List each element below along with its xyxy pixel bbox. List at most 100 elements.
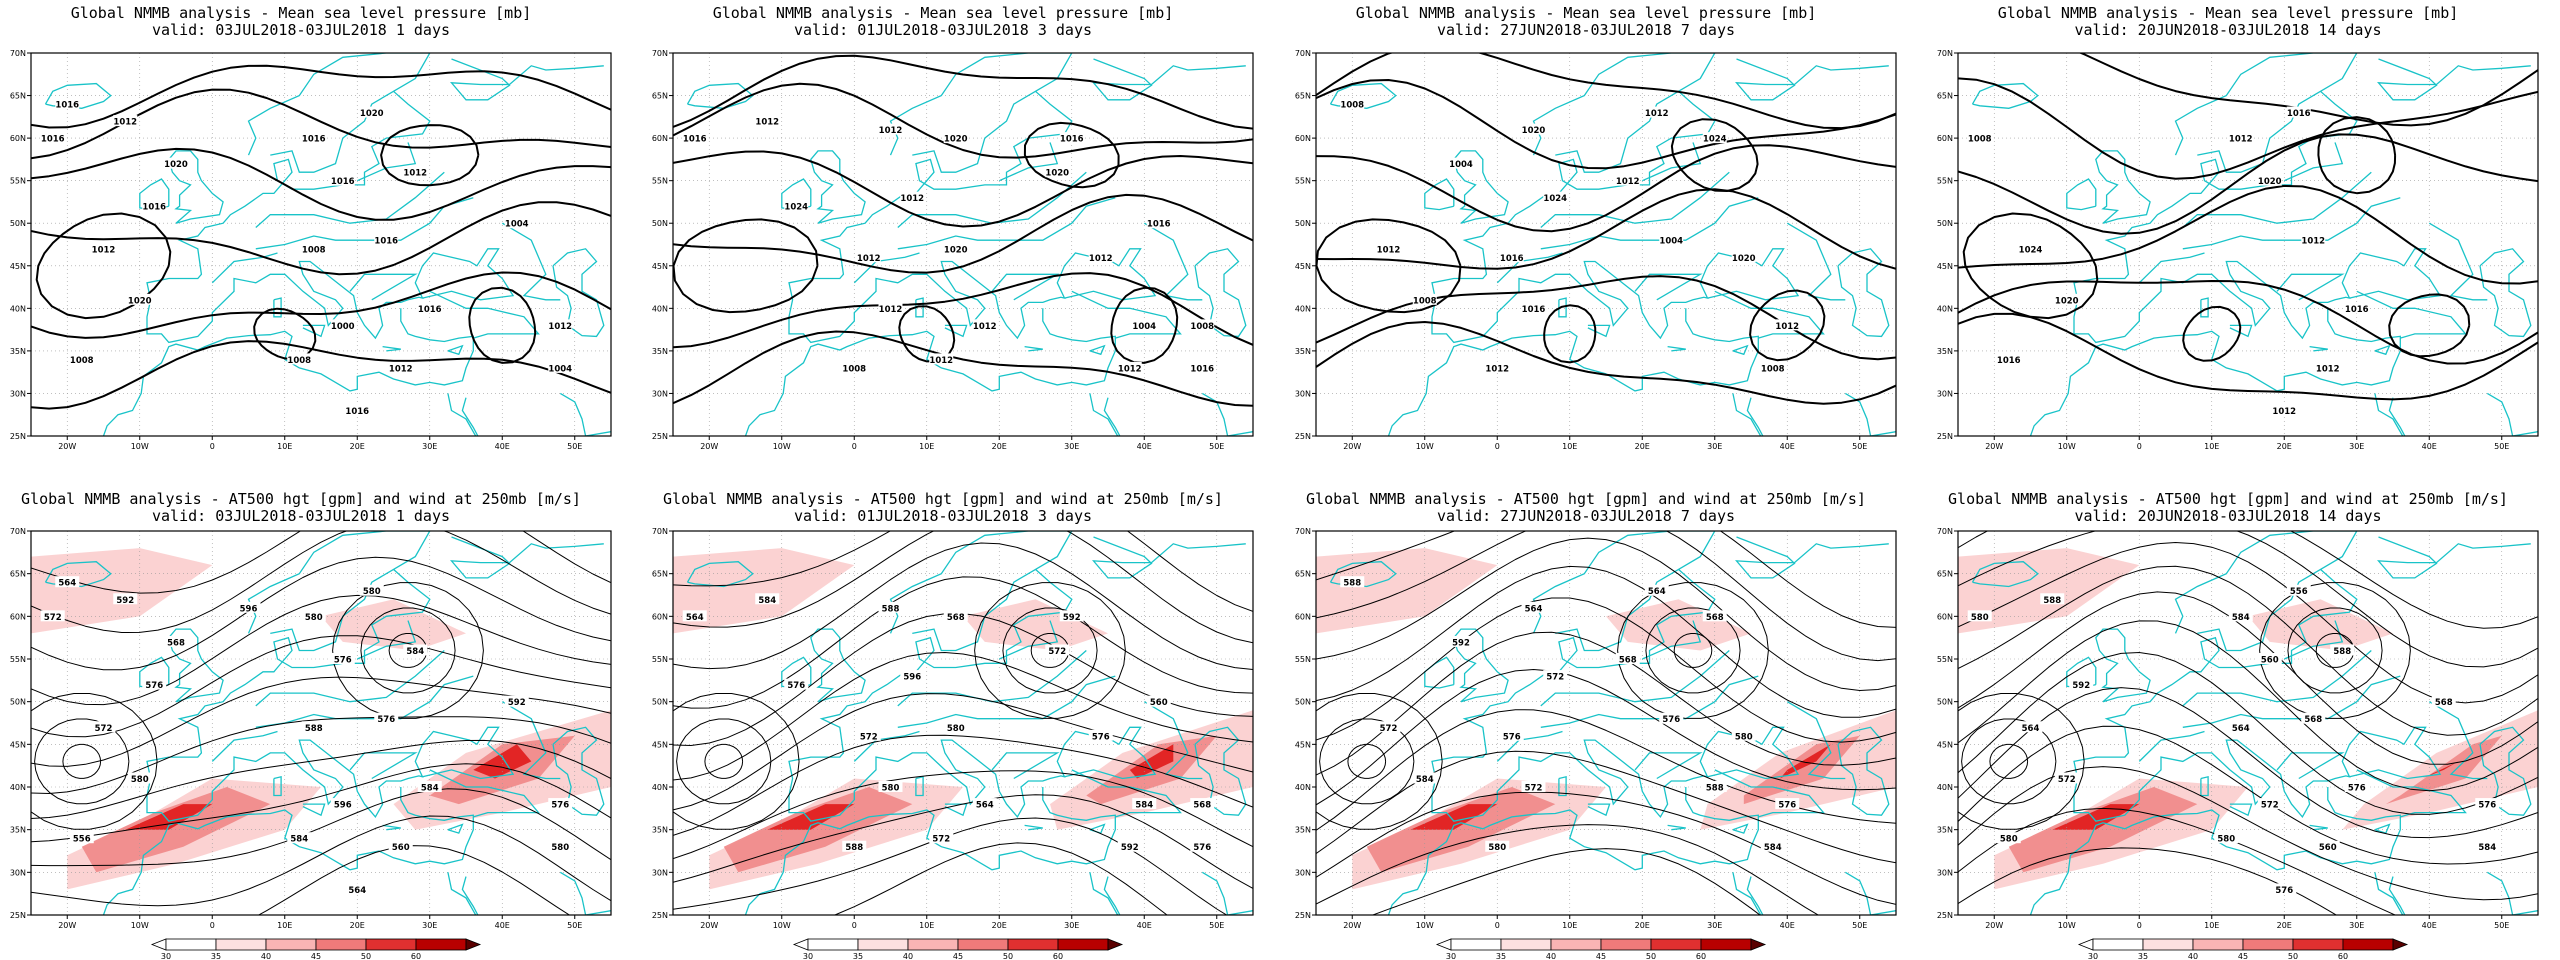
lon-tick-label: 50E bbox=[567, 921, 582, 930]
wind-colorbar: 30 35 40 45 50 60 bbox=[1435, 938, 1767, 960]
colorbar-bin bbox=[365, 938, 417, 951]
lon-tick-label: 10W bbox=[1416, 921, 1434, 930]
contour-label-value: 572 bbox=[1525, 784, 1543, 794]
lon-tick-label: 0 bbox=[1495, 442, 1500, 451]
lat-tick-label: 40N bbox=[652, 783, 668, 792]
coastline bbox=[944, 324, 968, 338]
contour-label-value: 584 bbox=[406, 647, 424, 657]
contour-label-value: 1012 bbox=[2301, 237, 2325, 247]
contour-label-value: 584 bbox=[2478, 843, 2496, 853]
contour-label: 572 bbox=[1376, 721, 1401, 734]
coastline bbox=[447, 823, 464, 834]
contour-label: 1016 bbox=[301, 132, 326, 145]
isobar bbox=[1958, 280, 2538, 365]
contour-label-value: 1012 bbox=[973, 322, 997, 332]
contour-label-value: 592 bbox=[2072, 681, 2090, 691]
height-contour bbox=[1316, 531, 1896, 628]
contour-label: 576 bbox=[548, 798, 573, 811]
contour-label: 1020 bbox=[2054, 293, 2079, 306]
contour-label-value: 560 bbox=[2261, 656, 2279, 666]
contour-label-value: 1020 bbox=[164, 160, 188, 170]
contour-label: 1016 bbox=[1146, 217, 1171, 230]
height-contour bbox=[676, 718, 772, 805]
isobar bbox=[673, 330, 1253, 407]
lon-tick-label: 10E bbox=[277, 442, 292, 451]
lat-tick-label: 50N bbox=[1295, 698, 1311, 707]
contour-label-value: 1008 bbox=[70, 356, 94, 366]
contour-label: 568 bbox=[943, 610, 968, 623]
height-contour bbox=[974, 582, 1126, 719]
contour-label: 588 bbox=[2330, 644, 2355, 657]
lon-tick-label: 30E bbox=[1064, 442, 1079, 451]
contour-label-value: 1016 bbox=[302, 135, 326, 145]
height-contour bbox=[1958, 687, 2538, 839]
contour-label: 584 bbox=[287, 832, 312, 845]
contour-label-value: 584 bbox=[290, 835, 308, 845]
coastline bbox=[2138, 252, 2205, 284]
contour-label: 1012 bbox=[1088, 251, 1113, 264]
lon-tick-label: 20W bbox=[1343, 921, 1361, 930]
coastline bbox=[944, 803, 968, 817]
height-contour bbox=[673, 531, 1253, 644]
contour-label: 1020 bbox=[1045, 166, 1070, 179]
panel-title: Global NMMB analysis - Mean sea level pr… bbox=[1998, 4, 2459, 22]
colorbar-bin bbox=[1500, 938, 1552, 951]
height-contour bbox=[388, 633, 428, 668]
contour-label-value: 568 bbox=[2435, 698, 2453, 708]
contour-label-value: 580 bbox=[1735, 732, 1753, 742]
height-contour bbox=[62, 743, 102, 779]
contour-label-value: 1008 bbox=[1413, 296, 1437, 306]
coastline bbox=[853, 252, 920, 284]
contour-label: 1012 bbox=[856, 251, 881, 264]
height-contour bbox=[31, 594, 611, 706]
contour-label-value: 1020 bbox=[2258, 177, 2282, 187]
contour-label: 584 bbox=[755, 593, 780, 606]
wind-speed-shading bbox=[473, 744, 532, 779]
colorbar-arrow-left bbox=[2077, 938, 2094, 951]
contour-label: 1016 bbox=[1996, 353, 2021, 366]
map-frame bbox=[30, 52, 612, 437]
contour-label: 576 bbox=[330, 653, 355, 666]
coastline bbox=[2428, 701, 2488, 780]
coastline bbox=[1089, 872, 1121, 915]
contour-label: 1012 bbox=[1117, 361, 1142, 374]
lon-tick-label: 40E bbox=[495, 442, 510, 451]
height-contour bbox=[332, 582, 484, 719]
wind-speed-shading bbox=[1316, 548, 1498, 634]
lat-tick-label: 40N bbox=[652, 304, 668, 313]
contour-label: 1020 bbox=[1521, 123, 1546, 136]
contour-label-value: 1016 bbox=[142, 203, 166, 213]
lon-tick-label: 30E bbox=[422, 442, 437, 451]
contour-label-value: 564 bbox=[1648, 587, 1666, 597]
isobar bbox=[31, 64, 611, 129]
isobar bbox=[2078, 53, 2538, 127]
lon-tick-label: 30E bbox=[1064, 921, 1079, 930]
contour-label-value: 588 bbox=[305, 724, 323, 734]
wind-speed-shading bbox=[767, 804, 855, 830]
lat-tick-label: 60N bbox=[1295, 612, 1311, 621]
coastline bbox=[447, 344, 464, 356]
contour-label-value: 1012 bbox=[1616, 177, 1640, 187]
contour-label-value: 568 bbox=[1619, 656, 1637, 666]
lat-tick-label: 30N bbox=[1937, 389, 1953, 398]
coastline bbox=[991, 273, 1060, 301]
lon-tick-label: 20E bbox=[350, 921, 365, 930]
panel-valid-period: valid: 27JUN2018-03JUL2018 7 days bbox=[1437, 507, 1735, 525]
lat-tick-label: 35N bbox=[1295, 347, 1311, 356]
contour-label-value: 580 bbox=[1971, 613, 1989, 623]
map-area: 1016 1020 1020 1024 1020 1016 1012 1008 1012 1016… bbox=[673, 53, 1253, 436]
wind-speed-shading bbox=[1958, 548, 2140, 634]
colorbar-tick-label: 50 bbox=[2288, 952, 2298, 960]
lat-tick-label: 25N bbox=[1295, 432, 1311, 441]
contour-label: 560 bbox=[2315, 840, 2340, 853]
lat-tick-label: 65N bbox=[1295, 92, 1311, 101]
contour-label-value: 1012 bbox=[1775, 322, 1799, 332]
colorbar-tick-label: 30 bbox=[803, 952, 813, 960]
coastline bbox=[1558, 775, 1567, 797]
height-contour bbox=[360, 607, 456, 694]
contour-label: 1016 bbox=[1190, 361, 1215, 374]
coastline bbox=[991, 752, 1060, 780]
lat-tick-label: 55N bbox=[10, 655, 26, 664]
contour-label-value: 556 bbox=[73, 835, 91, 845]
wind-colorbar: 30 35 40 45 50 60 bbox=[2077, 938, 2409, 960]
